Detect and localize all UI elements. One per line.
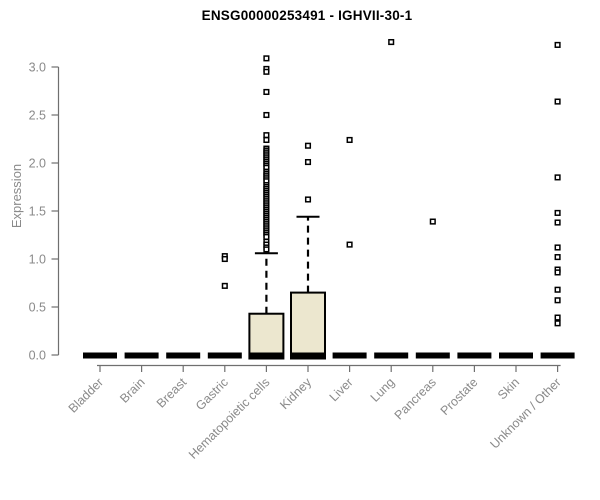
outlier-point [554,244,561,251]
x-tick-label: Pancreas [392,375,439,422]
outlier-point [346,136,353,144]
outlier-point [554,219,561,226]
outlier-point [554,269,561,276]
outlier-point [263,233,270,240]
outlier-point [263,88,270,96]
collapsed-box [499,352,533,359]
outlier-point [304,158,312,166]
outlier-point [554,209,561,216]
outlier-point [263,55,270,62]
collapsed-box [374,352,409,359]
y-tick-label: 0.5 [29,301,46,315]
x-tick-label: Skin [495,375,522,402]
chart-title: ENSG00000253491 - IGHVII-30-1 [201,8,413,23]
outlier-point [554,286,561,293]
x-tick-label: Gastric [193,375,231,413]
y-tick-label: 1.5 [29,205,46,219]
outlier-point [221,282,228,289]
outlier-point [554,254,561,261]
collapsed-box [83,352,117,359]
collapsed-box [540,352,575,359]
outlier-point [554,320,561,327]
outlier-point [221,255,228,263]
x-tick-label: Liver [327,375,356,404]
median-line [291,352,325,359]
x-tick-label: Kidney [277,375,314,412]
outlier-point [554,174,561,181]
outlier-point [263,132,270,139]
collapsed-box [457,352,492,359]
x-tick-label: Lung [368,375,398,405]
y-tick-label: 2.0 [29,157,46,171]
outlier-point [554,41,561,48]
box [248,312,285,360]
collapsed-box [415,352,450,359]
x-tick-label: Hematopoietic cells [186,375,273,462]
x-tick-label: Prostate [438,375,481,418]
x-tick-label: Breast [154,375,190,411]
outlier-point [554,98,561,105]
outlier-point [346,241,353,248]
outlier-point [304,196,312,203]
outlier-point [263,136,270,144]
collapsed-box [124,352,159,359]
outlier-point [304,142,312,149]
collapsed-box [207,352,242,359]
outlier-point [429,218,436,225]
collapsed-box [166,352,201,359]
box [290,291,326,360]
outlier-point [554,314,561,321]
y-tick-label: 0.0 [29,349,46,363]
collapsed-box [332,352,367,359]
x-tick-label: Bladder [66,375,106,415]
x-tick-label: Unknown / Other [487,375,563,451]
y-tick-label: 3.0 [29,61,46,75]
outlier-point [554,297,561,304]
outlier-point [263,68,270,75]
outlier-point [263,111,270,119]
median-line [249,352,284,359]
y-tick-label: 1.0 [29,253,46,267]
outlier-point [388,38,395,46]
outlier-point [263,246,270,253]
x-tick-label: Brain [117,375,148,406]
y-tick-label: 2.5 [29,109,46,123]
